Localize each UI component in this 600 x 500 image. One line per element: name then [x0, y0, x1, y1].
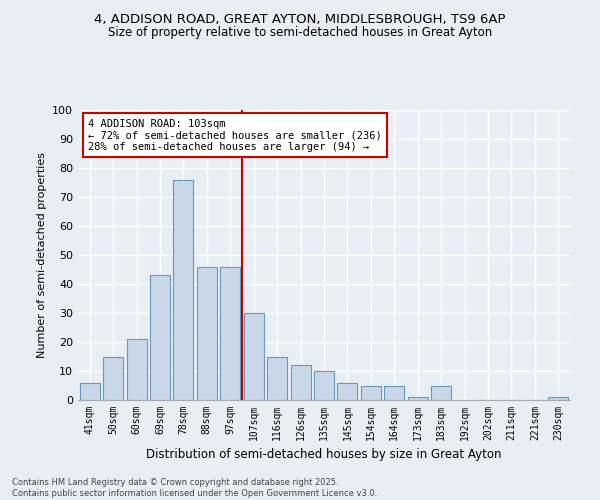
Bar — [173, 180, 193, 400]
Bar — [127, 339, 146, 400]
Text: 4 ADDISON ROAD: 103sqm
← 72% of semi-detached houses are smaller (236)
28% of se: 4 ADDISON ROAD: 103sqm ← 72% of semi-det… — [88, 118, 382, 152]
Bar — [337, 382, 358, 400]
Bar — [103, 356, 123, 400]
Bar — [150, 276, 170, 400]
Bar — [314, 371, 334, 400]
Bar — [290, 365, 311, 400]
Text: Size of property relative to semi-detached houses in Great Ayton: Size of property relative to semi-detach… — [108, 26, 492, 39]
Bar — [80, 382, 100, 400]
X-axis label: Distribution of semi-detached houses by size in Great Ayton: Distribution of semi-detached houses by … — [146, 448, 502, 462]
Text: 4, ADDISON ROAD, GREAT AYTON, MIDDLESBROUGH, TS9 6AP: 4, ADDISON ROAD, GREAT AYTON, MIDDLESBRO… — [94, 12, 506, 26]
Y-axis label: Number of semi-detached properties: Number of semi-detached properties — [37, 152, 47, 358]
Bar — [431, 386, 451, 400]
Text: Contains HM Land Registry data © Crown copyright and database right 2025.
Contai: Contains HM Land Registry data © Crown c… — [12, 478, 377, 498]
Bar — [408, 397, 428, 400]
Bar — [548, 397, 568, 400]
Bar — [197, 266, 217, 400]
Bar — [220, 266, 240, 400]
Bar — [244, 313, 263, 400]
Bar — [385, 386, 404, 400]
Bar — [361, 386, 381, 400]
Bar — [267, 356, 287, 400]
